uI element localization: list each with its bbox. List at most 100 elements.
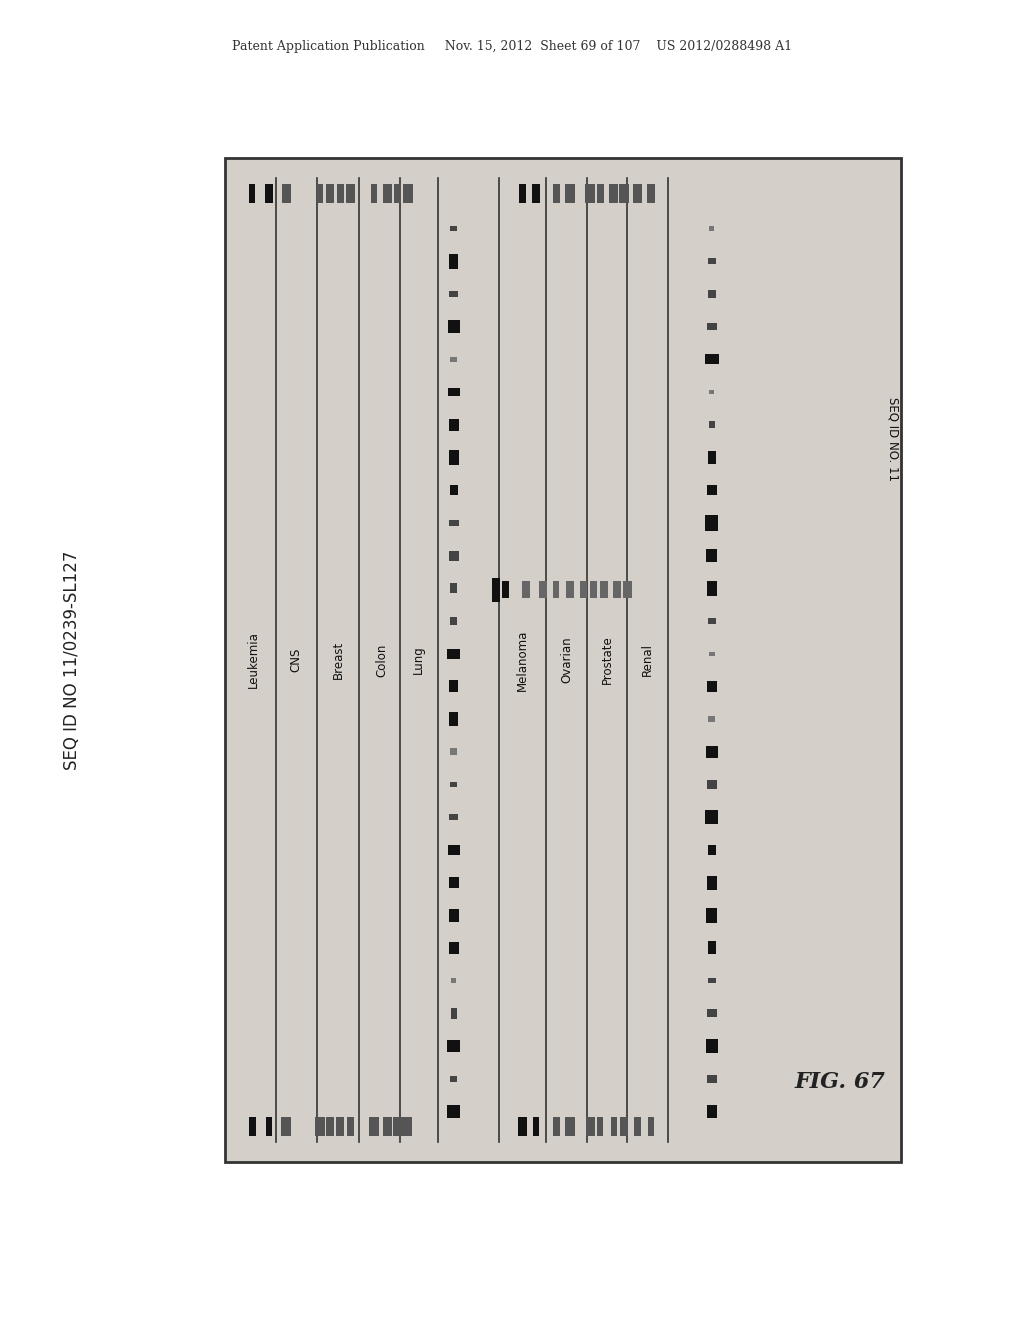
- Bar: [706, 1039, 718, 1053]
- Bar: [449, 418, 459, 430]
- Bar: [609, 183, 618, 203]
- Bar: [394, 183, 401, 203]
- Bar: [707, 875, 717, 890]
- Bar: [707, 1105, 717, 1118]
- Bar: [447, 648, 460, 659]
- Bar: [707, 908, 717, 923]
- Text: Renal: Renal: [641, 644, 654, 676]
- Bar: [451, 781, 457, 787]
- Bar: [337, 1117, 344, 1137]
- Bar: [326, 1117, 335, 1137]
- Bar: [708, 618, 716, 624]
- Bar: [708, 323, 717, 330]
- Bar: [451, 356, 457, 362]
- Bar: [706, 515, 719, 531]
- Text: SEQ ID NO 11/0239-SL127: SEQ ID NO 11/0239-SL127: [62, 550, 81, 770]
- Bar: [647, 1117, 654, 1137]
- Bar: [449, 520, 459, 525]
- Bar: [708, 289, 716, 298]
- Bar: [449, 550, 459, 561]
- Bar: [565, 183, 574, 203]
- Bar: [522, 581, 530, 598]
- Bar: [449, 909, 459, 921]
- Bar: [532, 183, 540, 203]
- Text: Lung: Lung: [412, 645, 424, 675]
- Text: CNS: CNS: [290, 648, 303, 672]
- Bar: [450, 616, 458, 624]
- Bar: [371, 183, 378, 203]
- Bar: [591, 581, 597, 598]
- Bar: [450, 226, 458, 231]
- Bar: [282, 1117, 291, 1137]
- Bar: [452, 978, 456, 983]
- Bar: [326, 183, 334, 203]
- Bar: [492, 578, 500, 602]
- Text: Colon: Colon: [376, 643, 388, 677]
- Bar: [451, 1008, 457, 1019]
- Bar: [450, 680, 458, 692]
- Bar: [249, 183, 255, 203]
- Text: Breast: Breast: [333, 642, 345, 678]
- Bar: [346, 1117, 354, 1137]
- Bar: [449, 450, 459, 465]
- Bar: [450, 484, 458, 495]
- Text: SEQ ID NO. 11: SEQ ID NO. 11: [887, 397, 899, 482]
- Bar: [597, 1117, 603, 1137]
- Bar: [518, 1117, 527, 1137]
- Bar: [447, 319, 460, 334]
- Bar: [315, 1117, 325, 1137]
- Bar: [346, 183, 354, 203]
- Bar: [586, 183, 595, 203]
- Bar: [502, 581, 509, 598]
- Bar: [708, 259, 716, 264]
- Bar: [449, 942, 459, 954]
- Bar: [449, 878, 459, 888]
- Bar: [447, 845, 460, 854]
- Text: Prostate: Prostate: [601, 636, 613, 684]
- Bar: [532, 1117, 540, 1137]
- Bar: [282, 183, 291, 203]
- Bar: [613, 581, 622, 598]
- Bar: [553, 183, 560, 203]
- Bar: [566, 581, 574, 598]
- Bar: [708, 681, 717, 692]
- Bar: [635, 1117, 641, 1137]
- Bar: [710, 226, 715, 231]
- Bar: [370, 1117, 379, 1137]
- Text: FIG. 67: FIG. 67: [795, 1072, 885, 1093]
- Bar: [707, 780, 717, 789]
- Bar: [450, 814, 458, 820]
- Bar: [447, 388, 460, 396]
- Bar: [249, 1117, 256, 1137]
- Bar: [447, 1105, 460, 1118]
- Bar: [581, 581, 587, 598]
- Bar: [707, 581, 717, 597]
- Bar: [706, 810, 719, 824]
- Bar: [403, 1117, 413, 1137]
- Bar: [706, 746, 718, 758]
- Bar: [709, 652, 715, 656]
- Bar: [265, 183, 273, 203]
- Bar: [447, 1040, 460, 1052]
- Bar: [708, 941, 716, 954]
- Bar: [710, 389, 715, 395]
- Bar: [450, 253, 458, 269]
- Bar: [316, 183, 323, 203]
- Bar: [633, 183, 642, 203]
- Bar: [647, 183, 655, 203]
- Text: Leukemia: Leukemia: [247, 631, 260, 689]
- Bar: [337, 183, 344, 203]
- Bar: [553, 581, 559, 598]
- Bar: [565, 1117, 574, 1137]
- Bar: [383, 1117, 392, 1137]
- FancyBboxPatch shape: [225, 158, 901, 1162]
- Bar: [708, 1010, 717, 1018]
- Bar: [451, 583, 457, 594]
- Bar: [709, 717, 716, 722]
- Text: Ovarian: Ovarian: [560, 636, 573, 684]
- Bar: [519, 183, 526, 203]
- Bar: [600, 581, 608, 598]
- Bar: [706, 355, 719, 364]
- Text: Patent Application Publication     Nov. 15, 2012  Sheet 69 of 107    US 2012/028: Patent Application Publication Nov. 15, …: [232, 40, 792, 53]
- Bar: [450, 713, 458, 726]
